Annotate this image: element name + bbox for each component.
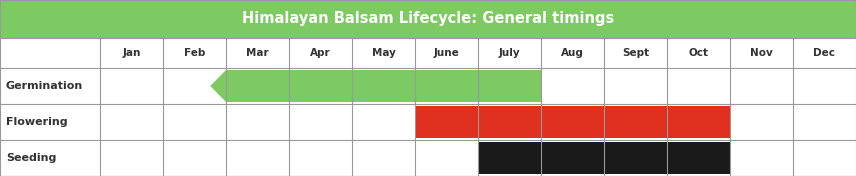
Bar	[0, 38, 856, 68]
Text: Germination: Germination	[6, 81, 83, 91]
Text: Aug: Aug	[561, 48, 584, 58]
Bar	[478, 142, 730, 174]
Text: Himalayan Balsam Lifecycle: General timings: Himalayan Balsam Lifecycle: General timi…	[242, 11, 614, 27]
Text: Nov: Nov	[750, 48, 773, 58]
Text: May: May	[372, 48, 395, 58]
Text: July: July	[499, 48, 520, 58]
Text: June: June	[434, 48, 460, 58]
Polygon shape	[211, 70, 541, 102]
Text: Oct: Oct	[688, 48, 709, 58]
Text: Apr: Apr	[310, 48, 330, 58]
Text: Sept: Sept	[622, 48, 649, 58]
Text: Seeding: Seeding	[6, 153, 56, 163]
Text: Feb: Feb	[184, 48, 205, 58]
Text: Flowering: Flowering	[6, 117, 68, 127]
Text: Dec: Dec	[813, 48, 835, 58]
Text: Jan: Jan	[122, 48, 140, 58]
Bar	[0, 0, 856, 38]
Bar	[415, 106, 730, 138]
Text: Mar: Mar	[247, 48, 269, 58]
Bar	[0, 140, 856, 176]
Bar	[0, 68, 856, 104]
Bar	[0, 104, 856, 140]
